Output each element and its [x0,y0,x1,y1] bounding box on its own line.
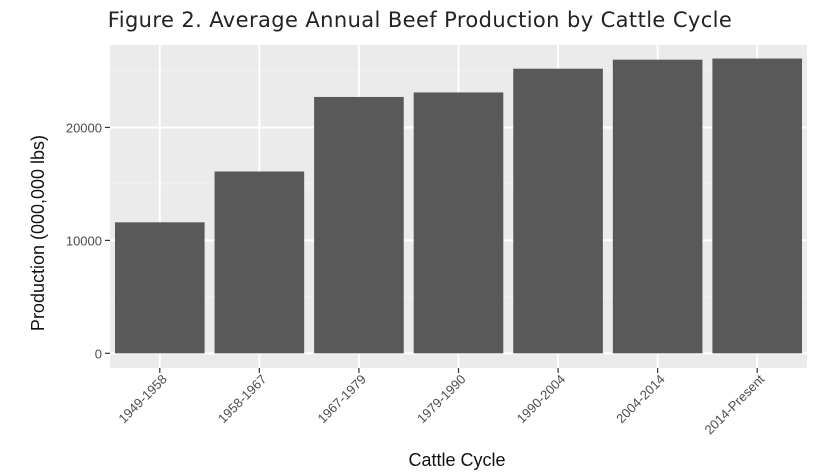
x-axis: 1949-1958 1958-1967 1967-1979 1979-1990 1990… [115,368,768,437]
bar-2004-2014 [612,59,703,354]
x-tick-label: 2004-2014 [613,372,668,427]
x-tick-label: 2014-Present [702,371,768,437]
x-tick-label: 1979-1990 [414,372,469,427]
y-axis: 0 10000 20000 [66,120,110,361]
y-tick-label: 0 [95,346,102,361]
y-tick-label: 10000 [66,233,102,248]
bar-2014-Present [712,58,803,354]
bar-1958-1967 [214,171,305,354]
x-tick-label: 1949-1958 [115,372,170,427]
x-axis-title: Cattle Cycle [408,450,505,470]
bars [114,58,803,354]
chart-title: Figure 2. Average Annual Beef Production… [108,8,732,32]
bar-1979-1990 [413,92,504,354]
y-axis-title: Production (000,000 lbs) [28,135,48,331]
bar-1949-1958 [114,222,205,354]
x-tick-label: 1990-2004 [514,372,569,427]
x-tick-label: 1958-1967 [215,372,270,427]
x-tick-label: 1967-1979 [314,372,369,427]
bar-1990-2004 [513,68,603,354]
bar-1967-1979 [314,96,404,354]
y-tick-label: 20000 [66,120,102,135]
